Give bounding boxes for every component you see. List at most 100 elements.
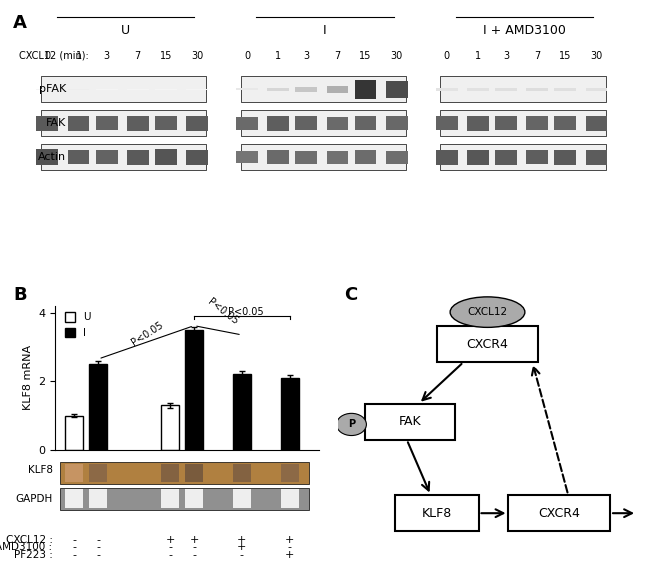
Bar [281, 489, 299, 508]
Text: 7: 7 [135, 50, 141, 61]
Text: 15: 15 [359, 50, 372, 61]
Text: 30: 30 [590, 50, 603, 61]
Bar [65, 489, 83, 508]
Bar [161, 405, 179, 450]
Bar [295, 116, 317, 130]
Text: U: U [121, 24, 130, 37]
Bar [467, 88, 489, 91]
Bar [386, 82, 408, 97]
Text: P<0.05: P<0.05 [129, 319, 164, 348]
Text: -: - [72, 550, 77, 560]
Text: B: B [13, 286, 27, 304]
Bar [408, 11, 423, 181]
Bar [267, 88, 289, 91]
Text: 3: 3 [303, 50, 309, 61]
Bar [240, 110, 406, 136]
Bar [186, 149, 208, 165]
Text: PF223 :: PF223 : [14, 550, 53, 560]
Text: KLF8: KLF8 [422, 507, 452, 520]
Text: 7: 7 [334, 50, 341, 61]
Bar [36, 149, 58, 165]
Bar [326, 86, 348, 93]
Text: -: - [96, 535, 100, 545]
Bar [441, 144, 606, 170]
Bar [554, 116, 576, 130]
Bar [155, 89, 177, 90]
Bar [355, 80, 376, 98]
Ellipse shape [450, 297, 525, 327]
Text: 15: 15 [160, 50, 172, 61]
Bar [236, 151, 258, 164]
Text: 0: 0 [244, 50, 250, 61]
Bar [36, 89, 58, 90]
Text: -: - [288, 542, 292, 552]
Bar [281, 464, 299, 482]
Bar [554, 88, 576, 91]
Bar [586, 88, 607, 91]
Text: +: + [285, 535, 294, 545]
Bar [436, 88, 458, 91]
Text: -: - [72, 535, 77, 545]
Ellipse shape [337, 413, 367, 436]
Text: GAPDH: GAPDH [16, 494, 53, 504]
Bar [186, 116, 208, 131]
Text: -: - [192, 550, 196, 560]
Bar [508, 495, 610, 531]
Text: CXCL12 (min):: CXCL12 (min): [20, 50, 89, 61]
Bar [89, 489, 107, 508]
Text: -: - [168, 550, 172, 560]
Text: I + AMD3100: I + AMD3100 [483, 24, 566, 37]
Text: 3: 3 [103, 50, 110, 61]
Text: -: - [192, 542, 196, 552]
Bar [467, 149, 489, 165]
Bar [127, 89, 149, 90]
Text: P<0.05: P<0.05 [206, 297, 240, 327]
Bar [326, 151, 348, 164]
Bar [386, 151, 408, 164]
Bar [395, 495, 478, 531]
Text: 30: 30 [191, 50, 203, 61]
Bar [441, 76, 606, 102]
Text: 0: 0 [443, 50, 450, 61]
Bar [495, 88, 517, 91]
Bar [60, 488, 309, 509]
Bar [281, 378, 299, 450]
Bar [236, 88, 258, 91]
Bar [554, 149, 576, 165]
Bar [161, 489, 179, 508]
Bar [155, 149, 177, 165]
Bar [495, 116, 517, 130]
Bar [355, 151, 376, 164]
Text: +: + [166, 535, 175, 545]
Text: P<0.05: P<0.05 [227, 307, 263, 317]
Bar [495, 150, 517, 165]
Bar [526, 150, 548, 164]
Bar [586, 150, 607, 165]
Bar [89, 364, 107, 450]
Bar [68, 89, 90, 90]
Text: -: - [72, 542, 77, 552]
Bar [267, 151, 289, 164]
Bar [233, 489, 251, 508]
Bar [68, 150, 90, 164]
Bar [236, 117, 258, 130]
Text: I: I [323, 24, 327, 37]
Bar [386, 117, 408, 130]
Text: CXCL12: CXCL12 [467, 307, 508, 317]
Text: -: - [240, 550, 244, 560]
Bar [240, 144, 406, 170]
Bar [267, 116, 289, 131]
Bar [186, 89, 208, 90]
Bar [326, 117, 348, 130]
Y-axis label: KLF8 mRNA: KLF8 mRNA [23, 345, 33, 410]
Bar [437, 326, 538, 362]
Bar [526, 88, 548, 91]
Text: P: P [348, 419, 355, 430]
Bar [185, 464, 203, 482]
Bar [586, 116, 607, 131]
Text: FAK: FAK [398, 415, 421, 428]
Bar [161, 464, 179, 482]
Text: -: - [96, 550, 100, 560]
Text: 0: 0 [44, 50, 51, 61]
Bar [365, 404, 454, 440]
